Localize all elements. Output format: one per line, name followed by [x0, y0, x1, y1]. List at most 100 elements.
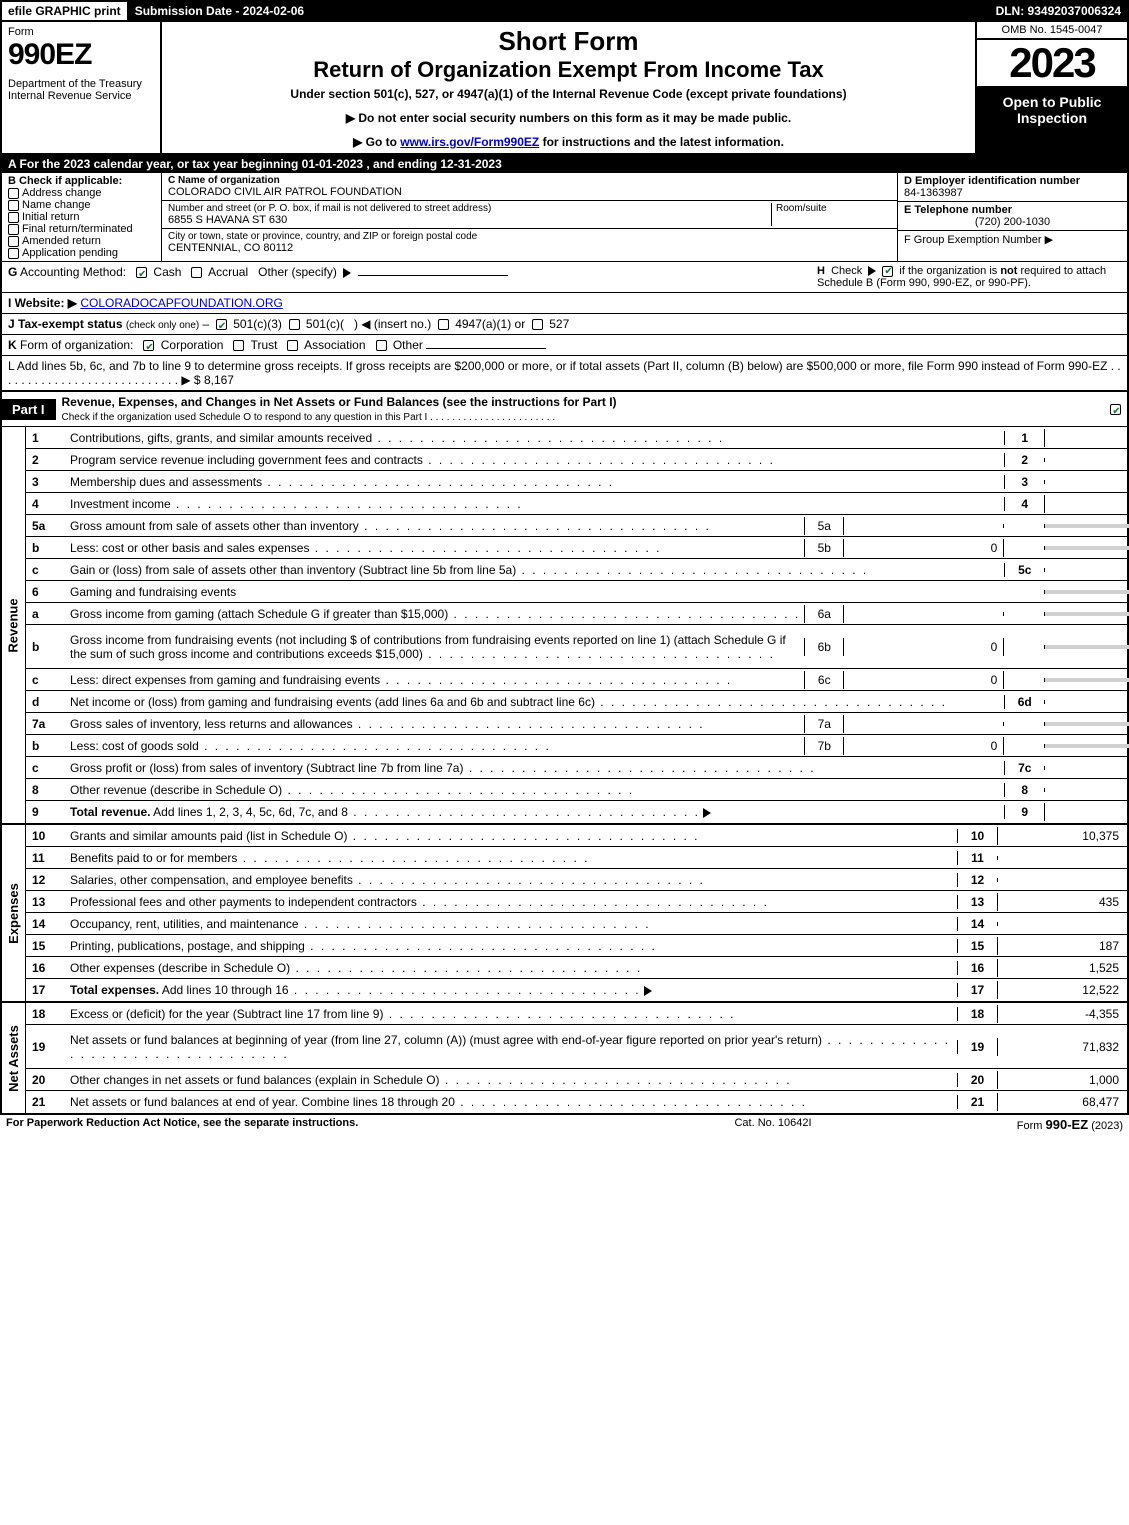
box-val: 435: [997, 893, 1127, 911]
line-num: c: [26, 759, 66, 777]
box-num: 6d: [1004, 695, 1044, 709]
mid-num: 7a: [804, 715, 844, 733]
box-val: 1,525: [997, 959, 1127, 977]
line-18: 18Excess or (deficit) for the year (Subt…: [26, 1003, 1127, 1025]
line-desc: Less: cost or other basis and sales expe…: [66, 539, 804, 557]
part1-tag: Part I: [2, 399, 56, 420]
part1-sub: Check if the organization used Schedule …: [62, 412, 556, 423]
box-val: [1044, 700, 1129, 704]
chk-name[interactable]: Name change: [8, 199, 155, 211]
b-title: B Check if applicable:: [8, 175, 155, 187]
box-num: 18: [957, 1007, 997, 1021]
mid-num: 5b: [804, 539, 844, 557]
room-suite: Room/suite: [771, 203, 891, 226]
mid-num: 6b: [804, 638, 844, 656]
right-block: OMB No. 1545-0047 2023 Open to Public In…: [977, 22, 1127, 153]
chk-cash[interactable]: [136, 267, 147, 278]
line-desc: Investment income: [66, 495, 1004, 513]
ein-label: D Employer identification number: [904, 175, 1121, 187]
chk-4947[interactable]: [438, 319, 449, 330]
line-desc: Salaries, other compensation, and employ…: [66, 871, 957, 889]
box-val: 10,375: [997, 827, 1127, 845]
return-title: Return of Organization Exempt From Incom…: [168, 57, 969, 83]
line-19: 19Net assets or fund balances at beginni…: [26, 1025, 1127, 1069]
chk-corp[interactable]: [143, 340, 154, 351]
line-num: 16: [26, 959, 66, 977]
line-desc: Less: cost of goods sold: [66, 737, 804, 755]
chk-address[interactable]: Address change: [8, 187, 155, 199]
top-bar: efile GRAPHIC print Submission Date - 20…: [0, 0, 1129, 22]
line-17: 17Total expenses. Add lines 10 through 1…: [26, 979, 1127, 1001]
chk-501c[interactable]: [289, 319, 300, 330]
chk-assoc[interactable]: [287, 340, 298, 351]
box-val-grey: [1044, 524, 1129, 528]
line-desc: Gross profit or (loss) from sales of inv…: [66, 759, 1004, 777]
line-desc: Printing, publications, postage, and shi…: [66, 937, 957, 955]
chk-amended[interactable]: Amended return: [8, 235, 155, 247]
line-num: 19: [26, 1038, 66, 1056]
chk-pending[interactable]: Application pending: [8, 247, 155, 259]
line-desc: Gross sales of inventory, less returns a…: [66, 715, 804, 733]
chk-501c3[interactable]: [216, 319, 227, 330]
box-val: [997, 856, 1127, 860]
chk-527[interactable]: [532, 319, 543, 330]
box-val: [1044, 480, 1129, 484]
side-expenses: Expenses: [2, 825, 26, 1001]
line-5a: 5aGross amount from sale of assets other…: [26, 515, 1129, 537]
chk-trust[interactable]: [233, 340, 244, 351]
i-label: I Website: ▶: [8, 296, 77, 310]
box-val-grey: [1044, 722, 1129, 726]
line-num: 13: [26, 893, 66, 911]
line-num: c: [26, 671, 66, 689]
row-j: J Tax-exempt status (check only one) – 5…: [0, 314, 1129, 335]
box-val-grey: [1044, 590, 1129, 594]
box-num: 16: [957, 961, 997, 975]
chk-other[interactable]: [376, 340, 387, 351]
line-desc: Other changes in net assets or fund bala…: [66, 1071, 957, 1089]
line-num: 18: [26, 1005, 66, 1023]
irs-link[interactable]: www.irs.gov/Form990EZ: [400, 135, 539, 149]
box-val: 12,522: [997, 981, 1127, 999]
box-val: 6,812: [1044, 429, 1129, 447]
line-num: 7a: [26, 715, 66, 733]
box-num: 11: [957, 851, 997, 865]
box-val: 1,000: [997, 1071, 1127, 1089]
arrow-icon: [343, 268, 351, 278]
dept-label: Department of the Treasury Internal Reve…: [8, 78, 154, 102]
chk-sched-b[interactable]: [882, 266, 893, 277]
chk-accrual[interactable]: [191, 267, 202, 278]
box-val: 68,477: [997, 1093, 1127, 1111]
line-a: aGross income from gaming (attach Schedu…: [26, 603, 1129, 625]
line-num: 15: [26, 937, 66, 955]
mid-val: 0: [844, 539, 1004, 557]
line-13: 13Professional fees and other payments t…: [26, 891, 1127, 913]
line-10: 10Grants and similar amounts paid (list …: [26, 825, 1127, 847]
inspection-badge: Open to Public Inspection: [977, 88, 1127, 153]
box-num: 12: [957, 873, 997, 887]
chk-initial[interactable]: Initial return: [8, 211, 155, 223]
netassets-table: Net Assets 18Excess or (deficit) for the…: [0, 1003, 1129, 1115]
line-desc: Total revenue. Add lines 1, 2, 3, 4, 5c,…: [66, 803, 1004, 821]
box-num: 5c: [1004, 563, 1044, 577]
box-val: -4,355: [997, 1005, 1127, 1023]
box-num: 2: [1004, 453, 1044, 467]
part1-header: Part I Revenue, Expenses, and Changes in…: [0, 392, 1129, 427]
section-a: A For the 2023 calendar year, or tax yea…: [0, 155, 1129, 173]
box-val: [1044, 458, 1129, 462]
box-num: 10: [957, 829, 997, 843]
line-desc: Professional fees and other payments to …: [66, 893, 957, 911]
mid-val: 0: [844, 638, 1004, 656]
line-4: 4Investment income41,355: [26, 493, 1129, 515]
part1-check[interactable]: [1107, 402, 1127, 416]
website-link[interactable]: COLORADOCAPFOUNDATION.ORG: [80, 296, 282, 310]
mid-val: [844, 612, 1004, 616]
line-11: 11Benefits paid to or for members11: [26, 847, 1127, 869]
chk-final[interactable]: Final return/terminated: [8, 223, 155, 235]
box-val: [1044, 788, 1129, 792]
row-gh: G Accounting Method: Cash Accrual Other …: [0, 262, 1129, 293]
box-val-grey: [1044, 744, 1129, 748]
line-desc: Net assets or fund balances at beginning…: [66, 1031, 957, 1063]
line-num: c: [26, 561, 66, 579]
line-desc: Gross income from gaming (attach Schedul…: [66, 605, 804, 623]
line-desc: Net assets or fund balances at end of ye…: [66, 1093, 957, 1111]
